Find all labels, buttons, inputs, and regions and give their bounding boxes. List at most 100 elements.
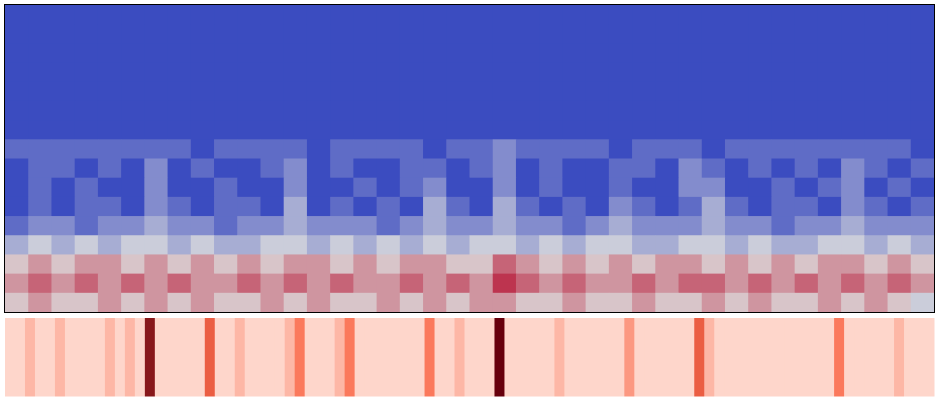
heatmap-cell: [632, 81, 656, 102]
heatmap-cell: [794, 254, 819, 275]
heatmap-cell: [701, 139, 726, 159]
heatmap-cell: [353, 24, 378, 44]
heatmap-cell: [469, 254, 494, 275]
heatmap-cell: [539, 292, 563, 313]
heatmap-cell: [492, 139, 517, 159]
heatmap-cell: [324, 318, 336, 397]
heatmap-cell: [399, 62, 424, 83]
heatmap-cell: [794, 24, 819, 44]
heatmap-cell: [74, 177, 99, 198]
heatmap-cell: [306, 177, 331, 198]
heatmap-cell: [51, 196, 76, 217]
heatmap-cell: [164, 318, 176, 397]
heatmap-cell: [423, 158, 447, 179]
heatmap-cell: [237, 273, 261, 294]
heatmap-cell: [539, 177, 563, 198]
heatmap-cell: [97, 5, 122, 25]
heatmap-cell: [469, 62, 494, 83]
heatmap-cell: [864, 196, 889, 217]
heatmap-cell: [51, 100, 76, 121]
heatmap-cell: [515, 196, 540, 217]
heatmap-cell: [5, 100, 29, 121]
heatmap-cell: [584, 318, 595, 397]
heatmap-cell: [701, 273, 726, 294]
heatmap-cell: [399, 120, 424, 140]
heatmap-cell: [376, 158, 401, 179]
heatmap-cell: [887, 235, 912, 255]
heatmap-cell: [841, 216, 865, 236]
heatmap-cell: [190, 292, 215, 313]
heatmap-cell: [353, 273, 378, 294]
heatmap-cell: [5, 273, 29, 294]
heatmap-cell: [353, 5, 378, 25]
heatmap-cell: [376, 216, 401, 236]
heatmap-cell: [585, 120, 610, 140]
heatmap-cell: [562, 216, 587, 236]
heatmap-cell: [353, 43, 378, 64]
heatmap-cell: [794, 81, 819, 102]
heatmap-cell: [744, 318, 755, 397]
heatmap-cell: [330, 62, 354, 83]
heatmap-cell: [817, 273, 842, 294]
heatmap-cell: [562, 273, 587, 294]
heatmap-cell: [864, 24, 889, 44]
heatmap-cell: [237, 139, 261, 159]
heatmap-cell: [794, 177, 819, 198]
heatmap-cell: [585, 254, 610, 275]
heatmap-cell: [817, 81, 842, 102]
heatmap-cell: [539, 235, 563, 255]
heatmap-cell: [330, 5, 354, 25]
heatmap-cell: [764, 318, 775, 397]
heatmap-cell: [608, 24, 633, 44]
heatmap-cell: [910, 5, 935, 25]
heatmap-cell: [515, 139, 540, 159]
heatmap-cell: [794, 120, 819, 140]
heatmap-cell: [655, 139, 680, 159]
heatmap-cell: [608, 120, 633, 140]
heatmap-cell: [887, 196, 912, 217]
heatmap-cell: [724, 177, 749, 198]
heatmap-cell: [283, 273, 308, 294]
heatmap-cell: [562, 235, 587, 255]
heatmap-cell: [423, 62, 447, 83]
heatmap-cell: [515, 273, 540, 294]
heatmap-cell: [144, 43, 169, 64]
heatmap-cell: [74, 292, 99, 313]
heatmap-cell: [817, 216, 842, 236]
heatmap-cell: [492, 196, 517, 217]
heatmap-cell: [841, 254, 865, 275]
heatmap-cell: [190, 5, 215, 25]
heatmap-cell: [260, 24, 285, 44]
heatmap-cell: [283, 177, 308, 198]
heatmap-cell: [544, 318, 555, 397]
heatmap-cell: [684, 318, 695, 397]
heatmap-cell: [353, 139, 378, 159]
heatmap-cell: [492, 100, 517, 121]
heatmap-cell: [632, 216, 656, 236]
heatmap-cell: [624, 318, 635, 397]
heatmap-cell: [492, 292, 517, 313]
heatmap-cell: [353, 158, 378, 179]
heatmap-cell: [562, 177, 587, 198]
heatmap-cell: [74, 43, 99, 64]
heatmap-cell: [283, 5, 308, 25]
heatmap-cell: [771, 158, 796, 179]
heatmap-cell: [464, 318, 475, 397]
heatmap-cell: [64, 318, 76, 397]
heatmap-cell: [678, 81, 703, 102]
heatmap-cell: [214, 81, 238, 102]
heatmap-cell: [748, 273, 772, 294]
heatmap-cell: [644, 318, 655, 397]
heatmap-cell: [237, 43, 261, 64]
heatmap-cell: [446, 43, 470, 64]
heatmap-cell: [608, 5, 633, 25]
heatmap-cell: [887, 100, 912, 121]
heatmap-cell: [51, 81, 76, 102]
heatmap-cell: [306, 254, 331, 275]
heatmap-cell: [774, 318, 785, 397]
heatmap-cell: [608, 158, 633, 179]
heatmap-cell: [306, 273, 331, 294]
heatmap-cell: [608, 100, 633, 121]
heatmap-cell: [354, 318, 366, 397]
heatmap-cell: [562, 139, 587, 159]
